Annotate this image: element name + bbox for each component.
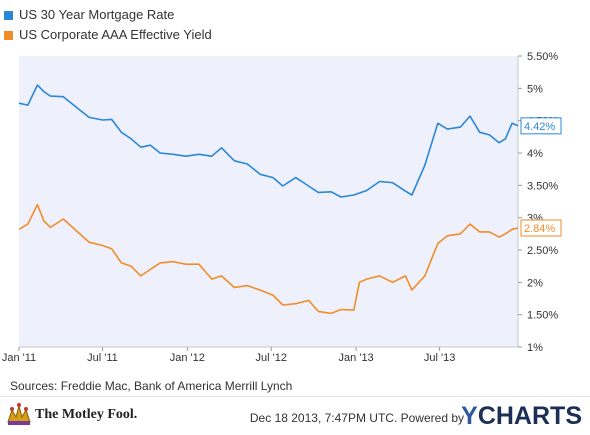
y-tick-label: 5.50% [527, 51, 558, 63]
end-labels: 4.42% 2.84% [520, 117, 562, 237]
y-axis: 1%1.50%2%2.50%3%3.50%4%4.50%5%5.50% [517, 51, 558, 354]
plot-area [19, 56, 518, 347]
sources-note: Sources: Freddie Mac, Bank of America Me… [10, 379, 293, 393]
x-tick-label: Jul '13 [424, 352, 455, 364]
legend-label-mortgage: US 30 Year Mortgage Rate [19, 7, 175, 22]
y-tick-label: 4% [527, 148, 543, 160]
series-lines [18, 84, 519, 315]
jester-hat-icon [7, 403, 31, 425]
y-tick-label: 3.50% [527, 180, 558, 192]
x-tick-label: Jul '12 [256, 352, 287, 364]
ycharts-logo[interactable]: YCHARTS [461, 402, 582, 431]
timestamp-powered-by: Dec 18 2013, 7:47PM UTC. Powered by [249, 411, 464, 425]
series-line-mortgage[interactable] [18, 84, 519, 198]
motley-fool-logo[interactable]: The Motley Fool. [6, 402, 137, 428]
footer-divider [0, 396, 590, 397]
legend: US 30 Year Mortgage Rate US Corporate AA… [4, 5, 212, 45]
legend-item-mortgage[interactable]: US 30 Year Mortgage Rate [4, 5, 212, 25]
y-tick-label: 2.50% [527, 245, 558, 257]
ycharts-logo-y: Y [461, 402, 478, 430]
end-label-box [520, 117, 562, 135]
x-axis: Jan '11 Jul '11 Jan '12 Jul '12 Jan '13 Jul '… [2, 346, 518, 364]
end-label-value: 4.42% [524, 121, 555, 133]
ycharts-logo-rest: CHARTS [477, 402, 582, 430]
legend-swatch-mortgage [4, 10, 13, 20]
end-label-box [520, 219, 562, 237]
x-tick-label: Jan '12 [170, 352, 205, 364]
y-tick-label: 1.50% [527, 310, 558, 322]
motley-fool-wordmark: The Motley Fool. [35, 407, 138, 422]
y-tick-label: 5% [527, 83, 543, 95]
chart-svg: Jan '11 Jul '11 Jan '12 Jul '12 Jan '13 Jul '… [2, 51, 562, 364]
legend-item-corporate[interactable]: US Corporate AAA Effective Yield [4, 25, 212, 45]
x-tick-label: Jul '11 [87, 352, 118, 364]
series-line-corporate-aaa[interactable] [18, 203, 519, 315]
legend-label-corporate: US Corporate AAA Effective Yield [19, 27, 212, 42]
end-label-value: 2.84% [524, 223, 555, 235]
legend-swatch-corporate [4, 30, 13, 40]
y-tick-label: 2% [527, 277, 543, 289]
x-tick-label: Jan '11 [2, 352, 36, 364]
x-tick-label: Jan '13 [339, 352, 374, 364]
y-tick-label: 1% [527, 342, 543, 354]
